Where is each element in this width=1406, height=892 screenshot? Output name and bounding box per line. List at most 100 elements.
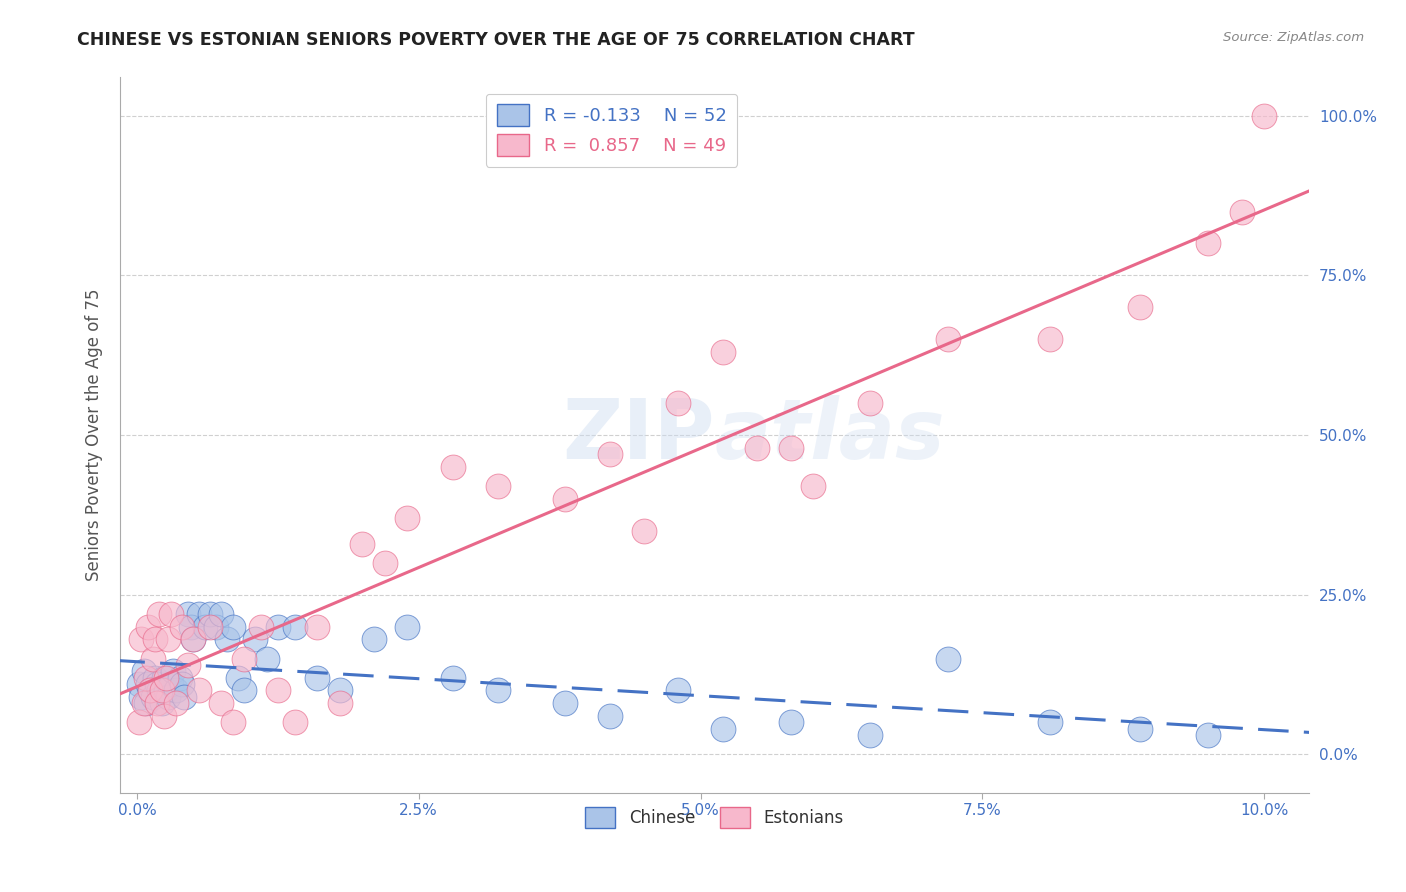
Point (1197, 236, 1219, 251)
Point (711, 345, 734, 359)
Point (128, 715, 150, 730)
Point (711, 722, 734, 736)
Point (1197, 728, 1219, 742)
Point (779, 441, 801, 455)
Point (170, 619, 193, 633)
Point (221, 619, 243, 633)
Point (1230, 204, 1253, 219)
Point (165, 683, 187, 698)
Point (374, 556, 396, 570)
Point (131, 690, 153, 704)
Point (165, 696, 187, 710)
Point (1039, 332, 1062, 346)
Point (159, 607, 181, 621)
Point (155, 683, 177, 698)
Point (267, 683, 290, 698)
Point (245, 632, 267, 647)
Point (148, 683, 170, 698)
Point (162, 665, 184, 679)
Point (233, 683, 256, 698)
Point (938, 332, 960, 346)
Point (329, 683, 352, 698)
Point (363, 632, 385, 647)
Point (486, 683, 509, 698)
Point (128, 677, 150, 691)
Point (554, 491, 576, 506)
Point (180, 619, 202, 633)
Point (396, 619, 419, 633)
Point (181, 632, 204, 647)
Text: atlas: atlas (714, 394, 945, 475)
Point (198, 619, 221, 633)
Point (307, 671, 329, 685)
Point (745, 441, 768, 455)
Point (153, 709, 176, 723)
Point (170, 677, 193, 691)
Point (1129, 722, 1152, 736)
Point (150, 683, 173, 698)
Point (329, 696, 352, 710)
Point (441, 671, 464, 685)
Point (136, 677, 159, 691)
Point (666, 683, 689, 698)
Point (131, 632, 153, 647)
Point (135, 671, 157, 685)
Point (139, 683, 162, 698)
Point (633, 524, 655, 538)
Point (352, 536, 374, 550)
Point (143, 632, 166, 647)
Point (142, 651, 165, 665)
Point (250, 619, 273, 633)
Point (176, 657, 198, 672)
Point (1129, 301, 1152, 315)
Point (284, 619, 307, 633)
Point (181, 632, 204, 647)
Point (176, 607, 198, 621)
Point (148, 607, 170, 621)
Point (938, 651, 960, 665)
Point (132, 665, 155, 679)
Point (396, 511, 419, 525)
Point (198, 607, 221, 621)
Point (256, 651, 278, 665)
Point (486, 479, 509, 493)
Point (135, 696, 157, 710)
Point (267, 619, 290, 633)
Point (143, 671, 166, 685)
Text: Source: ZipAtlas.com: Source: ZipAtlas.com (1223, 31, 1364, 45)
Point (858, 728, 880, 742)
Point (284, 715, 307, 730)
Point (209, 607, 232, 621)
Point (159, 677, 181, 691)
Point (228, 671, 250, 685)
Point (169, 671, 191, 685)
Point (139, 683, 162, 698)
Point (215, 632, 238, 647)
Point (146, 696, 169, 710)
Point (779, 715, 801, 730)
Point (187, 683, 209, 698)
Y-axis label: Seniors Poverty Over the Age of 75: Seniors Poverty Over the Age of 75 (86, 289, 103, 582)
Point (233, 651, 256, 665)
Point (136, 619, 159, 633)
Point (173, 690, 195, 704)
Point (801, 479, 824, 493)
Point (554, 696, 576, 710)
Text: CHINESE VS ESTONIAN SENIORS POVERTY OVER THE AGE OF 75 CORRELATION CHART: CHINESE VS ESTONIAN SENIORS POVERTY OVER… (77, 31, 915, 49)
Legend: Chinese, Estonians: Chinese, Estonians (579, 801, 851, 834)
Point (187, 607, 209, 621)
Point (858, 396, 880, 410)
Point (1253, 109, 1275, 123)
Point (146, 677, 169, 691)
Point (441, 460, 464, 475)
Text: ZIP: ZIP (562, 394, 714, 475)
Point (150, 696, 173, 710)
Point (599, 447, 621, 461)
Point (307, 619, 329, 633)
Point (1039, 715, 1062, 730)
Point (209, 696, 232, 710)
Point (599, 709, 621, 723)
Point (157, 632, 180, 647)
Point (193, 619, 215, 633)
Point (153, 671, 176, 685)
